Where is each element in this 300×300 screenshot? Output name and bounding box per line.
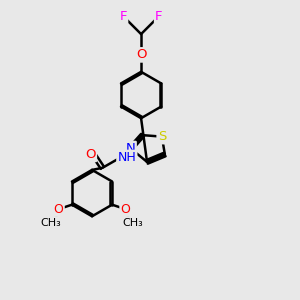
Text: F: F <box>155 10 163 23</box>
Text: O: O <box>136 48 146 62</box>
Text: O: O <box>85 148 96 161</box>
Text: CH₃: CH₃ <box>122 218 143 227</box>
Text: O: O <box>121 202 130 216</box>
Text: O: O <box>54 202 64 216</box>
Text: N: N <box>126 142 136 155</box>
Text: S: S <box>158 130 166 143</box>
Text: F: F <box>119 10 127 23</box>
Text: CH₃: CH₃ <box>41 218 62 227</box>
Text: NH: NH <box>117 151 136 164</box>
